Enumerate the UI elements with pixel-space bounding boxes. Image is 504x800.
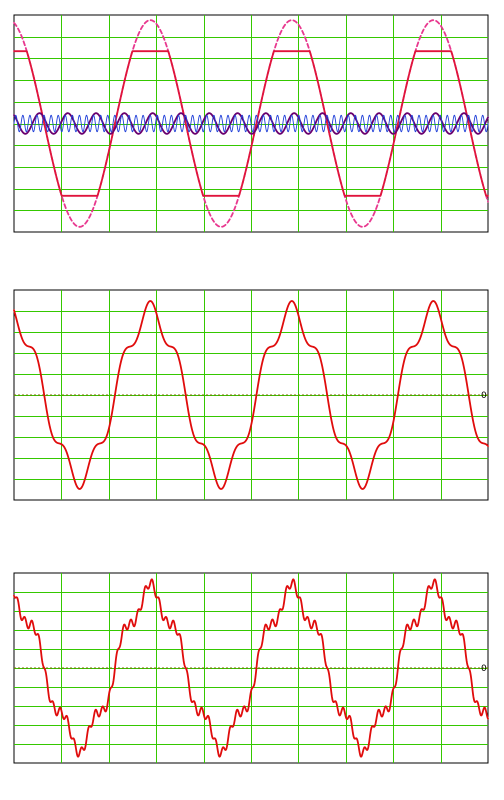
chart-panel-3: 0 (13, 572, 489, 764)
grid (14, 290, 488, 500)
grid (14, 573, 488, 763)
zero-tick-label: 0 (481, 391, 487, 401)
series-line-1 (13, 300, 489, 490)
chart-panel-1 (13, 14, 489, 233)
zero-tick-label: 0 (481, 664, 487, 674)
series-line-4 (13, 114, 489, 133)
chart-panel-2: 0 (13, 289, 489, 501)
series-line-2 (13, 50, 489, 197)
series-line-1 (13, 578, 489, 758)
